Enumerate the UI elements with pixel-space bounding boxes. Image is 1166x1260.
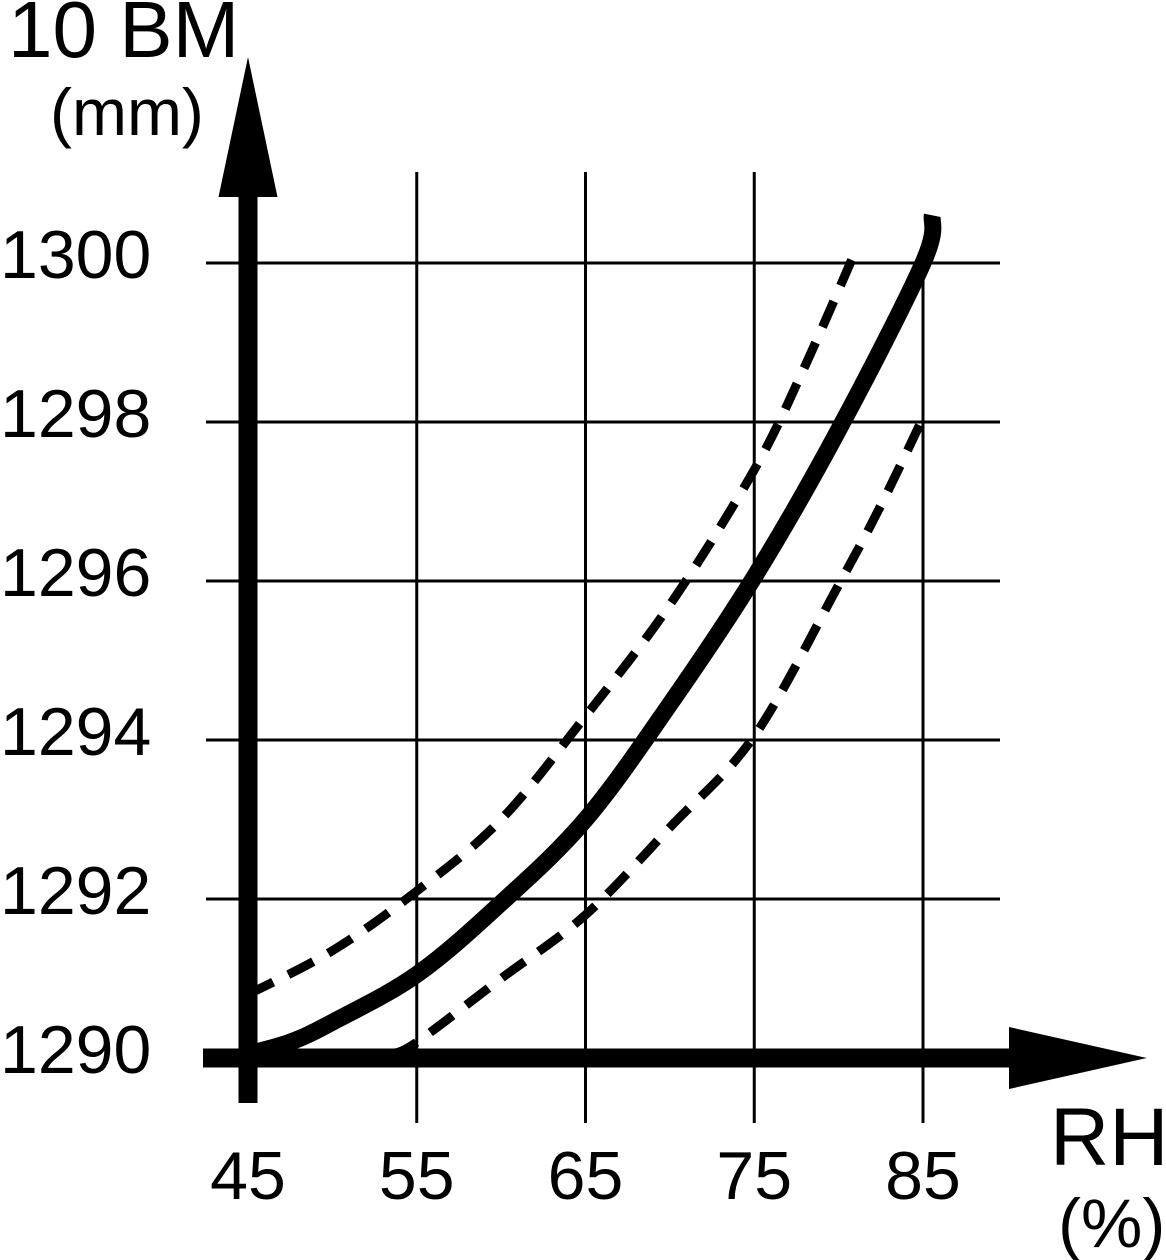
x-tick-label-85: 85 (885, 1138, 961, 1214)
y-tick-label-1296: 1296 (0, 535, 152, 611)
x-tick-label-45: 45 (210, 1138, 286, 1214)
lower-bound-curve (389, 412, 929, 1059)
x-axis-arrowhead-icon (1009, 1027, 1147, 1089)
mean-curve (245, 213, 942, 1063)
x-tick-label-55: 55 (378, 1138, 455, 1214)
x-tick-label-65: 65 (547, 1138, 624, 1214)
y-axis-unit: (mm) (50, 75, 204, 149)
y-axis-title: 10 BM (8, 0, 240, 74)
y-axis-arrowhead-icon (218, 57, 278, 197)
y-tick-label-1298: 1298 (0, 376, 152, 452)
x-axis-unit: (%) (1058, 1185, 1166, 1260)
y-tick-label-1300: 1300 (0, 217, 152, 293)
y-tick-label-1294: 1294 (0, 694, 152, 770)
y-tick-label-1290: 1290 (0, 1012, 152, 1088)
x-tick-label-75: 75 (716, 1138, 793, 1214)
y-tick-label-1292: 1292 (0, 853, 152, 929)
upper-bound-curve (245, 245, 862, 999)
x-axis-title: RH (1050, 1092, 1166, 1183)
